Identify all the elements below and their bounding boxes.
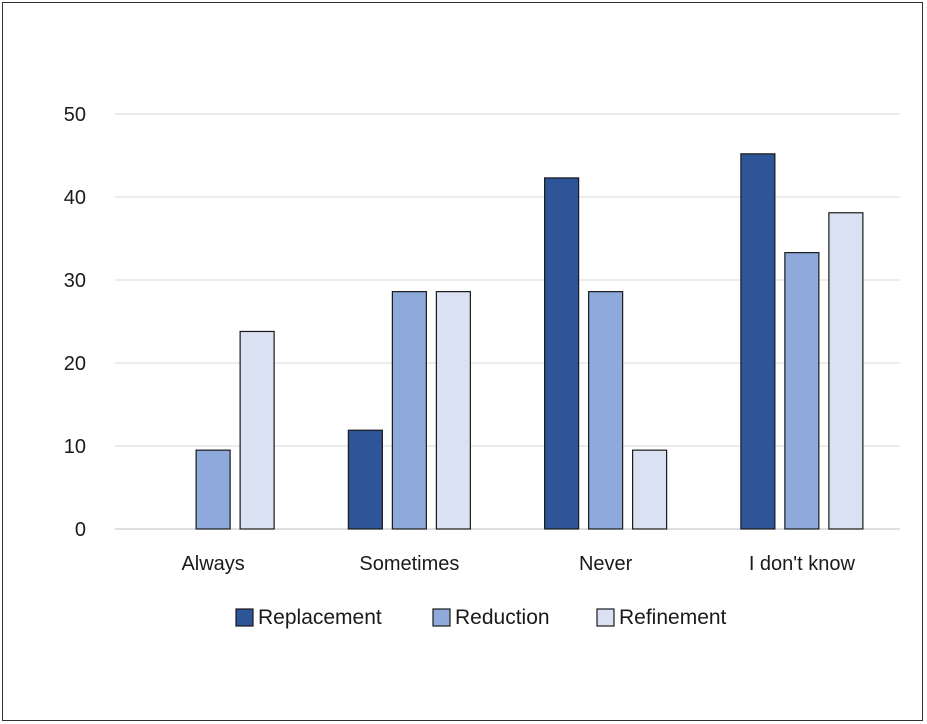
x-tick-label: Never <box>579 553 633 575</box>
gridlines <box>115 113 900 530</box>
bars <box>195 153 864 530</box>
x-tick-label: Always <box>181 553 244 575</box>
legend-swatch-replacement <box>235 608 254 627</box>
x-axis-ticks: Always Sometimes Never I don't know <box>181 553 855 575</box>
y-tick-label: 10 <box>64 436 86 458</box>
bar-refinement-3 <box>828 212 864 530</box>
bar-reduction-3 <box>784 252 820 530</box>
bar-replacement-1 <box>347 429 383 530</box>
legend: Replacement Reduction Refinement <box>235 606 727 629</box>
y-tick-label: 50 <box>64 104 86 126</box>
legend-swatch-reduction <box>432 608 451 627</box>
y-axis-ticks: 0 10 20 30 40 50 <box>64 104 86 541</box>
bar-refinement-2 <box>632 449 668 530</box>
bar-reduction-0 <box>195 449 231 530</box>
legend-label-replacement: Replacement <box>258 606 382 629</box>
bar-reduction-2 <box>588 291 624 530</box>
x-tick-label: Sometimes <box>359 553 459 575</box>
y-tick-label: 20 <box>64 353 86 375</box>
bar-replacement-3 <box>740 153 776 530</box>
bar-refinement-1 <box>435 291 471 530</box>
legend-swatch-refinement <box>596 608 615 627</box>
y-tick-label: 40 <box>64 187 86 209</box>
x-tick-label: I don't know <box>749 553 856 575</box>
bar-refinement-0 <box>239 330 275 530</box>
legend-label-reduction: Reduction <box>455 606 550 629</box>
bar-replacement-2 <box>544 177 580 530</box>
bar-reduction-1 <box>391 291 427 530</box>
y-tick-label: 0 <box>75 519 86 541</box>
legend-label-refinement: Refinement <box>619 606 727 629</box>
y-tick-label: 30 <box>64 270 86 292</box>
